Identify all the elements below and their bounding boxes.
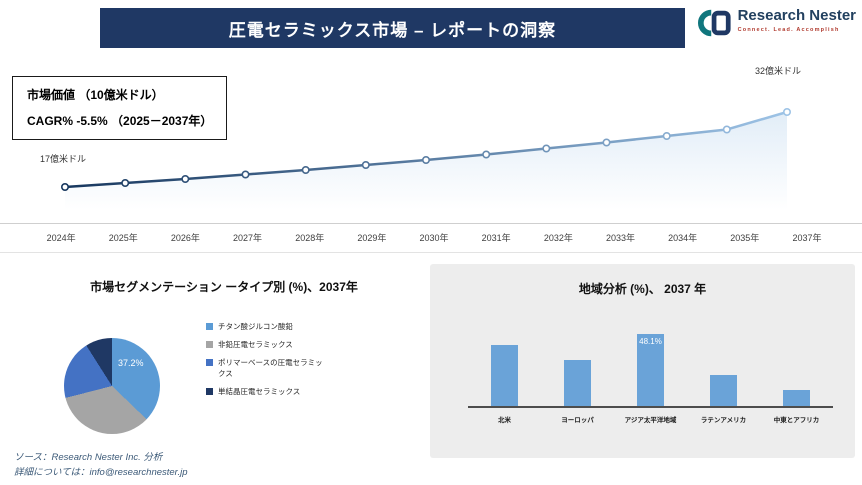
x-axis-label: 2035年 <box>730 233 760 243</box>
pie-legend: チタン酸ジルコン酸鉛 非鉛圧電セラミックス ポリマーベースの圧電セラミックス 単… <box>206 322 331 397</box>
bar-category-labels: 北米 ヨーロッパ アジア太平洋地域 ラテンアメリカ 中東とアフリカ <box>468 414 833 424</box>
line-end-value-label: 32億米ドル <box>755 66 802 76</box>
bar-category-label: ラテンアメリカ <box>700 417 747 424</box>
x-axis-label: 2025年 <box>108 233 138 243</box>
x-axis-label: 2031年 <box>481 233 511 243</box>
x-axis-label: 2032年 <box>543 233 573 243</box>
research-nester-logo: Research Nester Connect. Lead. Accomplis… <box>697 7 856 43</box>
bar-2: 48.1% <box>637 333 664 406</box>
bar-3 <box>710 374 737 406</box>
legend-item: チタン酸ジルコン酸鉛 <box>206 322 331 333</box>
line-start-value-label: 17億米ドル <box>40 154 87 164</box>
market-value-label: 市場価値 （10億米ドル） <box>27 88 164 102</box>
legend-label: 単結晶圧電セラミックス <box>218 386 301 396</box>
cagr-label: CAGR% -5.5% （2025－2037年） <box>27 114 213 128</box>
logo-tagline: Connect. Lead. Accomplish <box>737 26 840 33</box>
x-axis-label: 2028年 <box>295 233 325 243</box>
bar-category-label: ヨーロッパ <box>561 417 594 424</box>
footer-contact: 詳細については：info@researchnester.jp <box>14 467 188 479</box>
x-axis-label: 2027年 <box>233 233 263 243</box>
legend-item: 非鉛圧電セラミックス <box>206 340 331 351</box>
logo-text: Research Nester Connect. Lead. Accomplis… <box>737 7 856 33</box>
bar-category-label: アジア太平洋地域 <box>624 417 677 424</box>
footer: ソース：Research Nester Inc. 分析 詳細については：info… <box>14 450 188 480</box>
header-banner: 圧電セラミックス市場 – レポートの洞察 <box>100 8 685 48</box>
logo-name: Research Nester <box>737 7 856 24</box>
market-value-line-chart: 17億米ドル 32億米ドル <box>0 58 862 223</box>
x-axis-label: 2034年 <box>668 233 698 243</box>
x-axis-label: 2030年 <box>419 233 449 243</box>
pie-chart <box>64 338 160 434</box>
x-axis-label: 2026年 <box>170 233 200 243</box>
market-value-box: 市場価値 （10億米ドル） CAGR% -5.5% （2025－2037年） <box>12 76 228 140</box>
bar-0 <box>491 344 518 406</box>
pie-chart-wrap: 37.2% <box>64 338 160 434</box>
legend-label: チタン酸ジルコン酸鉛 <box>218 322 293 331</box>
x-axis-label: 2033年 <box>605 233 635 243</box>
region-analysis-section: 地域分析 (%)、 2037 年 48.1% 北米 ヨーロッパ アジア太平洋地域 ラテ… <box>430 264 855 458</box>
region-analysis-title: 地域分析 (%)、 2037 年 <box>578 282 707 296</box>
pie-data-label: 37.2% <box>118 358 144 368</box>
page-title: 圧電セラミックス市場 – レポートの洞察 <box>228 20 557 40</box>
legend-swatch <box>206 323 213 330</box>
bar-category-label: 中東とアフリカ <box>773 417 820 424</box>
legend-label: 非鉛圧電セラミックス <box>218 339 293 349</box>
bar-data-label: 48.1% <box>639 336 662 346</box>
bar-4 <box>783 389 810 406</box>
x-axis-label: 2037年 <box>792 233 822 243</box>
bar-1 <box>564 359 591 406</box>
legend-item: 単結晶圧電セラミックス <box>206 387 331 398</box>
x-axis-labels: 2024年 2025年 2026年 2027年 2028年 2029年 2030年 2031年… <box>0 223 862 252</box>
footer-source: ソース：Research Nester Inc. 分析 <box>14 452 163 463</box>
x-axis-label: 2024年 <box>46 233 76 243</box>
bars: 48.1% <box>468 330 833 408</box>
line-chart-svg <box>60 107 791 210</box>
x-axis-label: 2029年 <box>357 233 387 243</box>
segmentation-section: 市場セグメンテーション ータイプ別 (%)、2037年 37.2% チタン酸ジル… <box>0 262 430 457</box>
legend-swatch <box>206 358 213 366</box>
legend-swatch <box>206 340 213 348</box>
legend-item: ポリマーベースの圧電セラミックス <box>206 358 331 380</box>
research-nester-logo-icon <box>697 8 732 43</box>
segmentation-title: 市場セグメンテーション ータイプ別 (%)、2037年 <box>90 280 358 294</box>
bar-category-label: 北米 <box>498 417 511 424</box>
legend-label: ポリマーベースの圧電セラミックス <box>218 357 323 378</box>
section-divider <box>0 252 862 253</box>
legend-swatch <box>206 387 213 395</box>
